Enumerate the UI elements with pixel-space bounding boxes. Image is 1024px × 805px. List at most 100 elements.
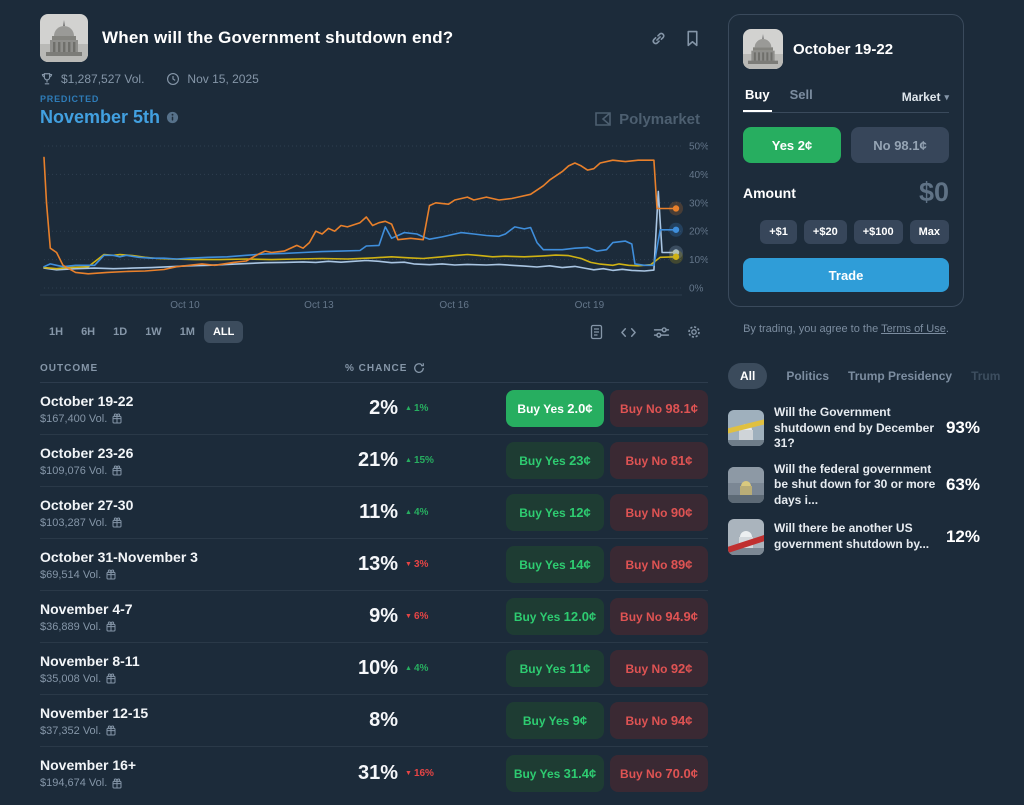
buy-yes-button[interactable]: Buy Yes 23¢ <box>506 442 604 479</box>
gear-icon[interactable] <box>686 324 702 340</box>
range-1m-button[interactable]: 1M <box>171 321 204 343</box>
table-row[interactable]: November 8-11 $35,008 Vol. 10% ▲ 4% Buy Y… <box>40 643 708 695</box>
outcome-name: October 27-30 <box>40 496 134 513</box>
svg-text:0%: 0% <box>689 284 704 295</box>
related-tabs: All Politics Trump Presidency Trum <box>728 363 1024 389</box>
range-6h-button[interactable]: 6H <box>72 321 104 343</box>
trade-button[interactable]: Trade <box>743 258 949 292</box>
related-market-item[interactable]: Will the federal government be shut down… <box>728 462 980 509</box>
clock-icon <box>166 72 180 86</box>
table-row[interactable]: November 4-7 $36,889 Vol. 9% ▼ 6% Buy Yes… <box>40 591 708 643</box>
buy-yes-button[interactable]: Buy Yes 14¢ <box>506 546 604 583</box>
outcome-name: October 19-22 <box>40 392 134 409</box>
table-row[interactable]: November 16+ $194,674 Vol. 31% ▼ 16% Buy … <box>40 747 708 799</box>
svg-text:20%: 20% <box>689 227 708 238</box>
trade-sidebar: October 19-22 Buy Sell Market ▾ Yes 2¢ N… <box>728 0 1024 565</box>
table-row[interactable]: October 23-26 $109,076 Vol. 21% ▲ 15% Buy… <box>40 435 708 487</box>
chance-delta: ▼ 3% <box>405 559 429 570</box>
outcome-volume: $194,674 Vol. <box>40 777 108 789</box>
svg-text:Oct 19: Oct 19 <box>575 300 605 311</box>
outcome-chance: 11% <box>359 501 398 523</box>
price-chart[interactable]: 0% 10% 20% 30% 40% 50% Oct 10 Oct 13 Oct 16 Oct 1… <box>40 140 708 312</box>
related-market-thumbnail <box>728 410 764 447</box>
buy-tab[interactable]: Buy <box>743 81 772 112</box>
buy-yes-button[interactable]: Buy Yes 9¢ <box>506 702 604 739</box>
related-market-item[interactable]: Will there be another US government shut… <box>728 518 980 555</box>
outcome-name: October 31-November 3 <box>40 548 198 565</box>
outcome-volume: $167,400 Vol. <box>40 412 108 425</box>
sell-tab[interactable]: Sell <box>788 81 815 112</box>
related-market-title: Will the federal government be shut down… <box>774 461 936 507</box>
table-row[interactable]: November 12-15 $37,352 Vol. 8% Buy Yes 9… <box>40 695 708 747</box>
buy-no-button[interactable]: Buy No 98.1¢ <box>610 390 708 427</box>
buy-yes-button[interactable]: Buy Yes 12¢ <box>506 494 604 531</box>
buy-no-button[interactable]: Buy No 94.9¢ <box>610 598 708 635</box>
tab-trump-presidency[interactable]: Trump Presidency <box>848 369 953 383</box>
chart-settings-sliders-icon[interactable] <box>653 325 670 340</box>
buy-yes-button[interactable]: Buy Yes 12.0¢ <box>506 598 604 635</box>
gift-icon <box>106 621 116 632</box>
outcome-volume: $69,514 Vol. <box>40 568 102 581</box>
chevron-down-icon: ▾ <box>944 91 949 102</box>
buy-no-button[interactable]: Buy No 92¢ <box>610 650 708 687</box>
info-icon[interactable] <box>166 111 179 124</box>
arrow-up-icon: ▲ <box>405 457 412 464</box>
gift-icon <box>106 673 116 684</box>
arrow-up-icon: ▲ <box>405 405 412 412</box>
embed-code-icon[interactable] <box>620 325 637 340</box>
news-icon[interactable] <box>589 324 604 340</box>
gift-icon <box>112 413 122 424</box>
refresh-icon[interactable] <box>413 362 425 374</box>
outcome-chance: 10% <box>357 657 398 679</box>
add-100-dollar-button[interactable]: +$100 <box>853 220 903 244</box>
range-1w-button[interactable]: 1W <box>136 321 171 343</box>
amount-input[interactable]: $0 <box>918 177 949 207</box>
table-row[interactable]: October 19-22 $167,400 Vol. 2% ▲ 1% Buy Y… <box>40 383 708 435</box>
range-1h-button[interactable]: 1H <box>40 321 72 343</box>
tab-truncated[interactable]: Trum <box>971 369 1001 383</box>
arrow-down-icon: ▼ <box>405 561 412 568</box>
svg-text:Oct 16: Oct 16 <box>439 300 469 311</box>
outcome-volume: $109,076 Vol. <box>40 464 108 477</box>
buy-yes-button[interactable]: Buy Yes 11¢ <box>506 650 604 687</box>
predicted-outcome: November 5th <box>40 107 161 127</box>
outcome-name: November 4-7 <box>40 600 133 617</box>
chance-delta: ▲ 1% <box>405 403 429 414</box>
arrow-down-icon: ▼ <box>405 613 412 620</box>
buy-yes-button[interactable]: Buy Yes 2.0¢ <box>506 390 604 427</box>
yes-price-button[interactable]: Yes 2¢ <box>743 127 841 163</box>
gift-icon <box>112 517 122 528</box>
add-20-dollar-button[interactable]: +$20 <box>803 220 847 244</box>
buy-no-button[interactable]: Buy No 89¢ <box>610 546 708 583</box>
related-market-item[interactable]: Will the Government shutdown end by Dece… <box>728 405 980 452</box>
buy-no-button[interactable]: Buy No 70.0¢ <box>610 754 708 792</box>
polymarket-logo-icon <box>595 112 611 126</box>
tab-all[interactable]: All <box>728 363 768 389</box>
table-row[interactable]: October 31-November 3 $69,514 Vol. 13% ▼… <box>40 539 708 591</box>
buy-yes-button[interactable]: Buy Yes 31.4¢ <box>506 754 604 792</box>
buy-no-button[interactable]: Buy No 90¢ <box>610 494 708 531</box>
end-date-text: Nov 15, 2025 <box>187 72 259 86</box>
price-chart-area[interactable]: 0% 10% 20% 30% 40% 50% Oct 10 Oct 13 Oct 16 Oct 1… <box>40 140 708 312</box>
outcome-chance: 2% <box>369 397 398 419</box>
arrow-up-icon: ▲ <box>405 665 412 672</box>
buy-no-button[interactable]: Buy No 81¢ <box>610 442 708 479</box>
terms-of-use-link[interactable]: Terms of Use <box>881 323 946 335</box>
add-1-dollar-button[interactable]: +$1 <box>760 220 797 244</box>
chance-delta: ▲ 15% <box>405 455 434 466</box>
bookmark-icon[interactable] <box>685 30 700 47</box>
related-market-chance: 93% <box>945 418 980 438</box>
buy-no-button[interactable]: Buy No 94¢ <box>610 702 708 739</box>
range-all-button[interactable]: ALL <box>203 321 244 343</box>
order-type-dropdown[interactable]: Market ▾ <box>902 90 949 112</box>
no-price-button[interactable]: No 98.1¢ <box>851 127 949 163</box>
outcome-table: October 19-22 $167,400 Vol. 2% ▲ 1% Buy Y… <box>40 383 708 799</box>
max-amount-button[interactable]: Max <box>909 220 949 244</box>
table-row[interactable]: October 27-30 $103,287 Vol. 11% ▲ 4% Buy … <box>40 487 708 539</box>
tab-politics[interactable]: Politics <box>786 369 830 383</box>
chance-column-header: % CHANCE <box>345 362 408 374</box>
range-1d-button[interactable]: 1D <box>104 321 136 343</box>
outcome-column-header: OUTCOME <box>40 362 99 374</box>
volume-text: $1,287,527 Vol. <box>61 72 145 86</box>
copy-link-icon[interactable] <box>650 30 667 47</box>
